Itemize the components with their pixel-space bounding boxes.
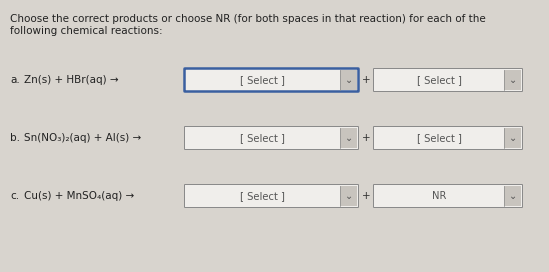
FancyBboxPatch shape xyxy=(184,126,358,150)
Bar xyxy=(340,128,357,148)
Text: Cu(s) + MnSO₄(aq) →: Cu(s) + MnSO₄(aq) → xyxy=(24,191,135,201)
Text: [ Select ]: [ Select ] xyxy=(240,75,285,85)
Text: a.: a. xyxy=(10,75,20,85)
Text: b.: b. xyxy=(10,133,20,143)
Bar xyxy=(340,70,357,90)
FancyBboxPatch shape xyxy=(373,184,523,208)
Text: NR: NR xyxy=(432,191,446,201)
Text: [ Select ]: [ Select ] xyxy=(240,133,285,143)
Text: ⌄: ⌄ xyxy=(509,191,517,201)
Text: [ Select ]: [ Select ] xyxy=(417,133,462,143)
Text: [ Select ]: [ Select ] xyxy=(240,191,285,201)
FancyBboxPatch shape xyxy=(373,69,523,91)
Text: Sn(NO₃)₂(aq) + Al(s) →: Sn(NO₃)₂(aq) + Al(s) → xyxy=(24,133,141,143)
FancyBboxPatch shape xyxy=(184,69,358,91)
FancyBboxPatch shape xyxy=(184,184,358,208)
Text: ⌄: ⌄ xyxy=(509,133,517,143)
Text: c.: c. xyxy=(10,191,19,201)
Bar xyxy=(340,186,357,206)
Text: [ Select ]: [ Select ] xyxy=(417,75,462,85)
Text: Choose the correct products or choose NR (for both spaces in that reaction) for : Choose the correct products or choose NR… xyxy=(10,14,486,24)
Text: +: + xyxy=(362,133,371,143)
Text: ⌄: ⌄ xyxy=(345,133,353,143)
Text: +: + xyxy=(362,75,371,85)
Text: Zn(s) + HBr(aq) →: Zn(s) + HBr(aq) → xyxy=(24,75,119,85)
Bar xyxy=(504,70,522,90)
Bar xyxy=(504,186,522,206)
Text: ⌄: ⌄ xyxy=(345,191,353,201)
FancyBboxPatch shape xyxy=(373,126,523,150)
Text: +: + xyxy=(362,191,371,201)
Text: following chemical reactions:: following chemical reactions: xyxy=(10,26,163,36)
Text: ⌄: ⌄ xyxy=(345,75,353,85)
Text: ⌄: ⌄ xyxy=(509,75,517,85)
Bar xyxy=(504,128,522,148)
